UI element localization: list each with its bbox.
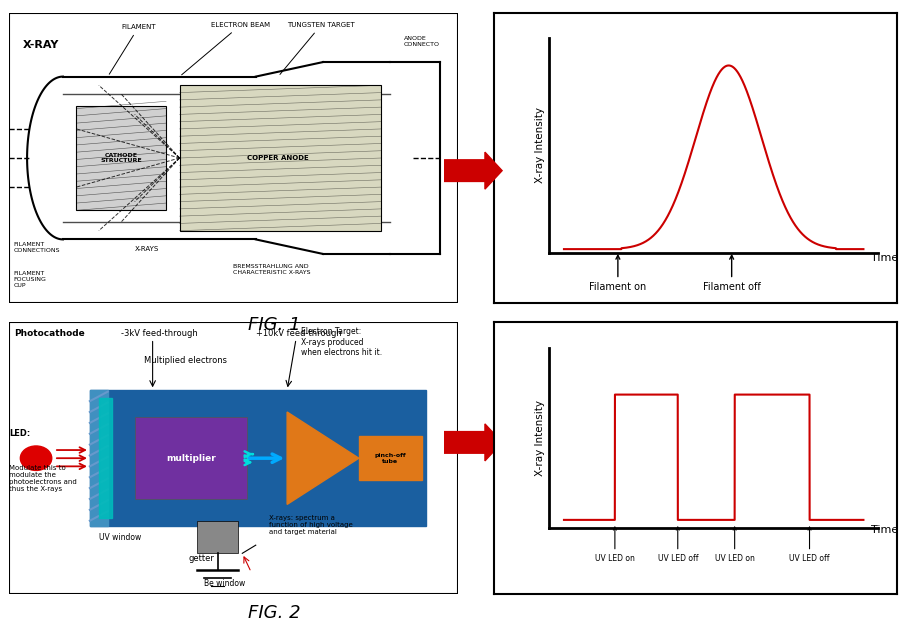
Text: Time: Time <box>871 525 898 535</box>
Bar <box>179 85 382 231</box>
Text: Multiplied electrons: Multiplied electrons <box>144 356 227 365</box>
Text: Time: Time <box>871 253 898 263</box>
Text: Be window: Be window <box>204 579 245 588</box>
Text: pinch-off
tube: pinch-off tube <box>374 453 406 464</box>
Text: UV LED off: UV LED off <box>658 527 698 563</box>
Ellipse shape <box>20 446 52 470</box>
Text: UV window: UV window <box>99 533 141 542</box>
Text: FILAMENT
FOCUSING
CUP: FILAMENT FOCUSING CUP <box>14 271 47 288</box>
Text: -3kV feed-through: -3kV feed-through <box>122 329 198 338</box>
Text: BREMSSTRAHLUNG AND
CHARACTERISTIC X-RAYS: BREMSSTRAHLUNG AND CHARACTERISTIC X-RAYS <box>233 264 311 276</box>
Text: multiplier: multiplier <box>166 454 216 463</box>
Y-axis label: X-ray Intensity: X-ray Intensity <box>535 107 544 183</box>
FancyArrow shape <box>444 152 502 189</box>
Text: X-RAYS: X-RAYS <box>135 246 159 252</box>
Y-axis label: X-ray Intensity: X-ray Intensity <box>535 399 544 476</box>
Polygon shape <box>287 412 359 504</box>
Text: Electron Target:
X-rays produced
when electrons hit it.: Electron Target: X-rays produced when el… <box>301 327 382 357</box>
Text: FIG. 2: FIG. 2 <box>248 604 301 621</box>
FancyArrow shape <box>444 424 502 461</box>
Text: TUNGSTEN TARGET: TUNGSTEN TARGET <box>280 22 355 75</box>
Text: LED:: LED: <box>9 430 30 439</box>
Text: getter: getter <box>188 554 214 564</box>
Text: UV LED on: UV LED on <box>595 527 635 563</box>
Text: COPPER ANODE: COPPER ANODE <box>247 155 309 161</box>
Text: FILAMENT
CONNECTIONS: FILAMENT CONNECTIONS <box>14 242 60 253</box>
Text: X-rays: spectrum a
function of high voltage
and target material: X-rays: spectrum a function of high volt… <box>269 515 353 535</box>
Text: Filament on: Filament on <box>589 255 647 292</box>
Text: X-RAY: X-RAY <box>23 40 59 49</box>
Text: Filament off: Filament off <box>703 255 760 292</box>
Text: Photocathode: Photocathode <box>14 329 84 338</box>
Text: UV LED on: UV LED on <box>715 527 755 563</box>
Text: ELECTRON BEAM: ELECTRON BEAM <box>182 22 270 75</box>
Bar <box>135 417 247 499</box>
Text: Modulate this to
modulate the
photoelectrons and
thus the X-rays: Modulate this to modulate the photoelect… <box>9 465 77 492</box>
Text: ANODE
CONNECTO: ANODE CONNECTO <box>404 36 440 47</box>
Text: UV LED off: UV LED off <box>790 527 830 563</box>
Bar <box>90 390 426 526</box>
Text: CATHODE
STRUCTURE: CATHODE STRUCTURE <box>101 152 142 164</box>
Bar <box>359 437 422 480</box>
Bar <box>99 398 113 518</box>
Text: FILAMENT: FILAMENT <box>109 24 156 74</box>
Text: +10kV feed-through: +10kV feed-through <box>256 329 341 338</box>
Bar <box>90 390 108 526</box>
Bar <box>198 521 238 554</box>
Bar <box>77 106 167 210</box>
Text: FIG. 1: FIG. 1 <box>248 316 301 334</box>
